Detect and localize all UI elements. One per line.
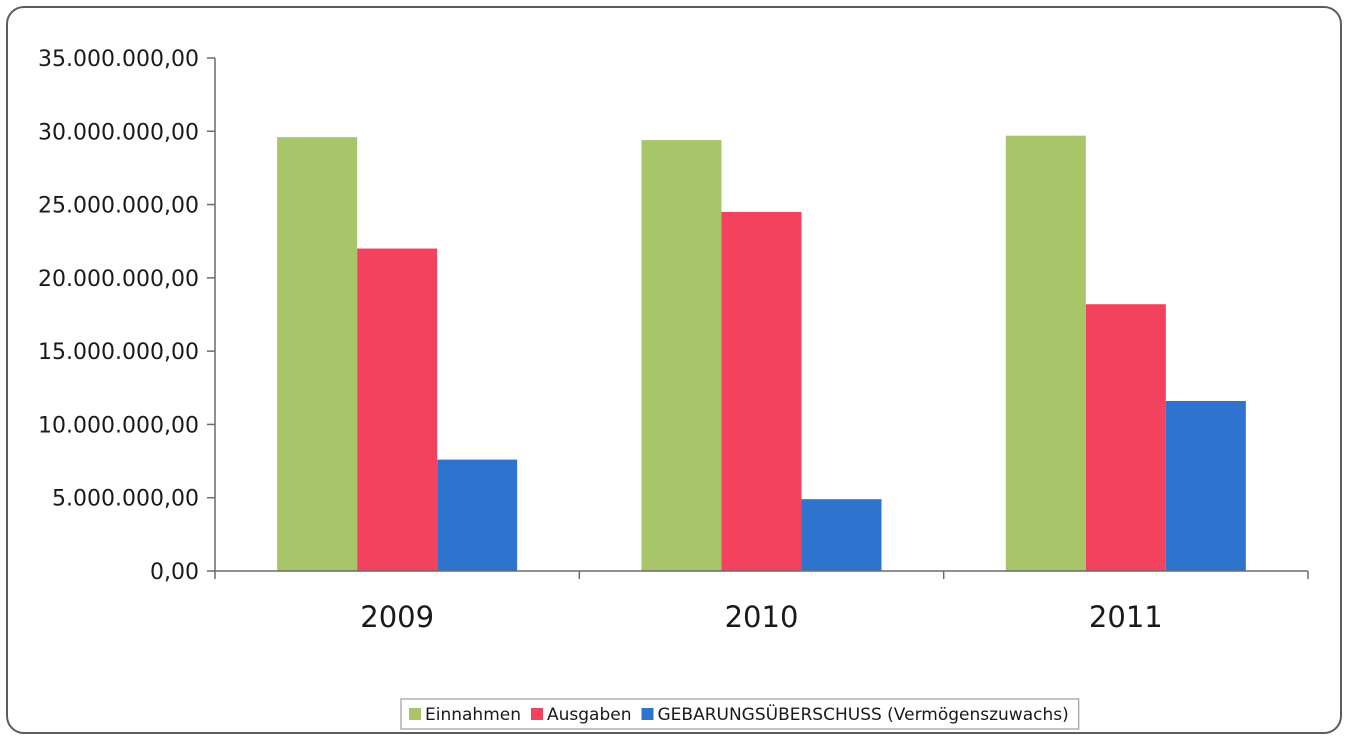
y-tick-label: 20.000.000,00 — [38, 267, 199, 292]
legend-label-0: Einnahmen — [425, 705, 521, 725]
bars — [277, 135, 1246, 572]
bar-2009-2 — [437, 459, 518, 571]
y-tick-label: 25.000.000,00 — [38, 194, 199, 219]
x-category-label: 2010 — [725, 600, 799, 634]
y-tick-label: 10.000.000,00 — [38, 413, 199, 438]
bar-2010-0 — [641, 140, 722, 571]
bar-2010-2 — [801, 499, 882, 571]
legend-box — [400, 698, 1080, 730]
legend-label-1: Ausgaben — [547, 705, 632, 725]
x-category-label: 2009 — [360, 600, 434, 634]
x-category-label: 2011 — [1089, 600, 1163, 634]
bar-2011-2 — [1165, 400, 1246, 571]
bar-2010-1 — [721, 211, 802, 571]
legend-label-2: GEBARUNGSÜBERSCHUSS (Vermögenszuwachs) — [658, 703, 1069, 725]
y-tick-label: 35.000.000,00 — [38, 47, 199, 72]
legend-swatch-2 — [641, 708, 654, 720]
legend-swatch-0 — [409, 708, 421, 720]
x-axis: 2009 2010 2011 — [214, 570, 1309, 634]
legend: Einnahmen Ausgaben GEBARUNGSÜBERSCHUSS (Ve… — [400, 698, 1080, 730]
bar-2009-1 — [357, 248, 438, 572]
y-tick-label: 15.000.000,00 — [38, 340, 199, 365]
legend-swatch-1 — [531, 708, 543, 720]
y-tick-label: 0,00 — [150, 560, 199, 585]
y-axis: 0,00 5.000.000,00 10.000.000,00 15.000.000,… — [38, 47, 216, 585]
bar-2009-0 — [277, 137, 358, 572]
y-tick-label: 5.000.000,00 — [52, 487, 199, 512]
y-tick-label: 30.000.000,00 — [38, 120, 199, 145]
bar-2011-0 — [1005, 135, 1086, 571]
bar-2011-1 — [1085, 304, 1166, 571]
